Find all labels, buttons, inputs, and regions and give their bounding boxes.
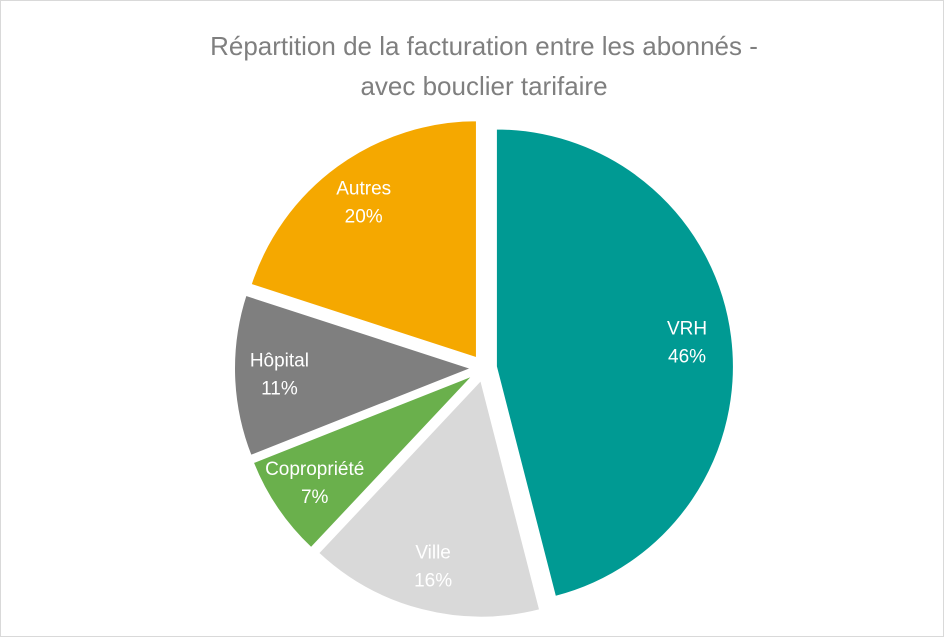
slice-value-label: 11% xyxy=(261,378,298,399)
slice-category-label: VRH xyxy=(667,318,707,339)
pie-slice xyxy=(494,127,735,599)
pie-slice xyxy=(249,119,478,360)
pie-slice xyxy=(233,293,475,458)
slice-category-label: Copropriété xyxy=(265,459,364,480)
chart-title: Répartition de la facturation entre les … xyxy=(210,31,758,61)
slice-value-label: 7% xyxy=(301,487,329,508)
slice-value-label: 16% xyxy=(414,570,452,591)
slice-category-label: Ville xyxy=(415,542,451,563)
pie-slice xyxy=(316,377,542,619)
slice-value-label: 46% xyxy=(668,346,706,367)
slice-value-label: 20% xyxy=(345,206,383,227)
slice-category-label: Autres xyxy=(336,178,391,199)
pie-slice xyxy=(251,373,475,550)
slice-category-label: Hôpital xyxy=(250,350,309,371)
chart-title: avec bouclier tarifaire xyxy=(360,71,607,101)
